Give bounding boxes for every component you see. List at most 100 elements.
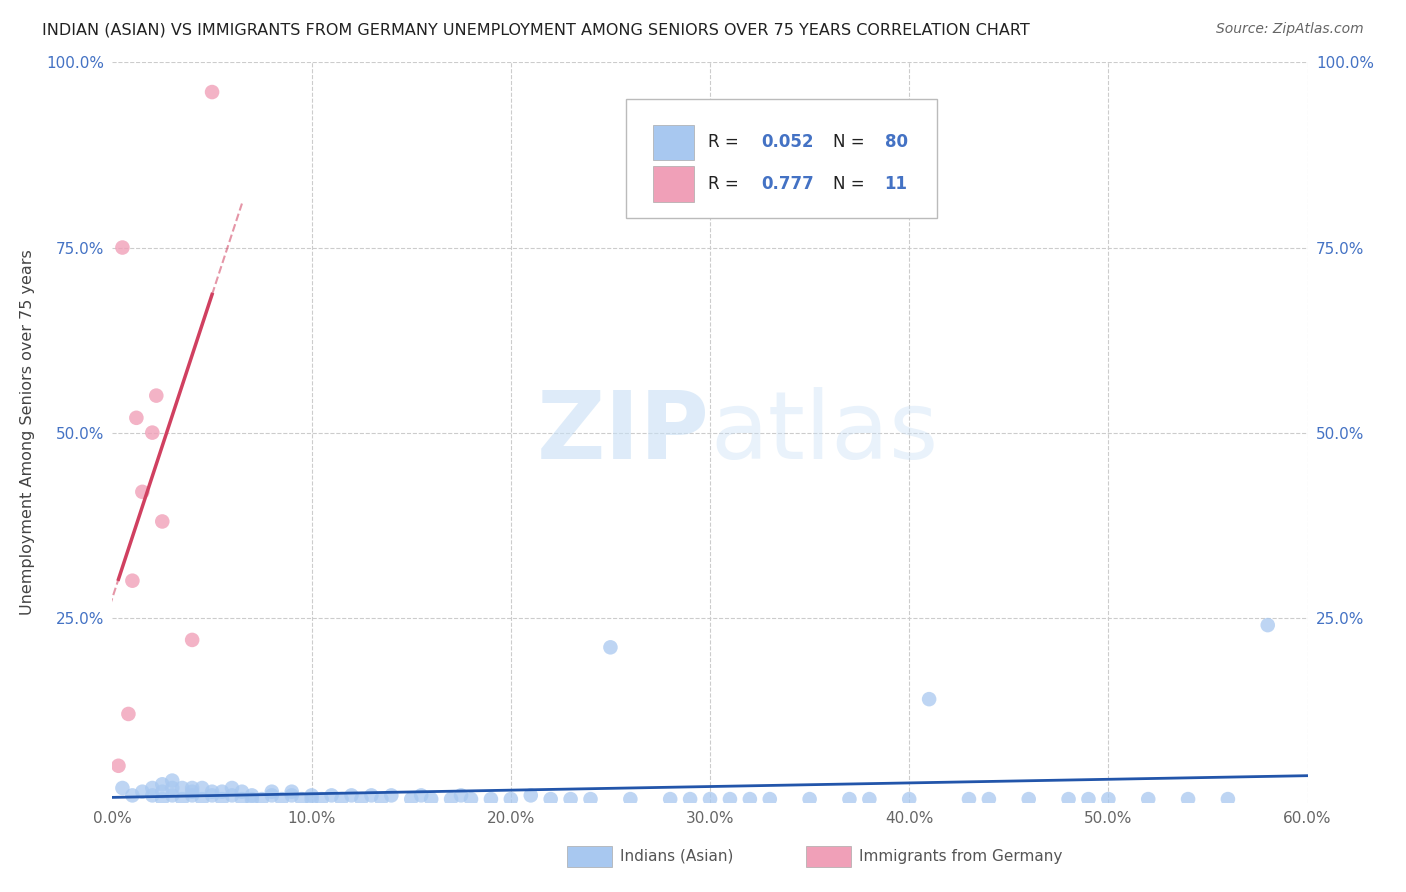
Point <box>162 780 183 795</box>
Point <box>270 792 292 806</box>
Point <box>799 792 821 806</box>
Point <box>1077 792 1099 806</box>
Text: 0.777: 0.777 <box>762 175 814 193</box>
Point <box>141 425 163 440</box>
Point <box>291 792 314 806</box>
Point <box>125 410 148 425</box>
Point <box>191 780 214 795</box>
Point <box>1177 792 1199 806</box>
Point <box>718 792 741 806</box>
Text: N =: N = <box>834 134 870 152</box>
Point <box>759 792 782 806</box>
Point <box>659 792 682 806</box>
Text: Source: ZipAtlas.com: Source: ZipAtlas.com <box>1216 22 1364 37</box>
Point <box>221 780 243 795</box>
Point <box>107 758 129 772</box>
Text: Immigrants from Germany: Immigrants from Germany <box>859 848 1063 863</box>
Point <box>145 388 167 402</box>
Point <box>172 792 194 806</box>
Point <box>281 789 304 803</box>
Text: ZIP: ZIP <box>537 386 710 479</box>
Point <box>181 780 204 795</box>
Point <box>311 792 333 806</box>
Point <box>301 789 323 803</box>
Point <box>1057 792 1080 806</box>
Point <box>250 792 273 806</box>
Point <box>181 632 204 647</box>
Point <box>162 773 183 788</box>
Point <box>479 792 502 806</box>
Point <box>340 789 363 803</box>
Point <box>520 789 543 803</box>
Point <box>599 640 621 655</box>
Text: 80: 80 <box>884 134 907 152</box>
Text: 0.052: 0.052 <box>762 134 814 152</box>
Point <box>858 792 880 806</box>
Point <box>699 792 721 806</box>
Text: atlas: atlas <box>710 386 938 479</box>
Point <box>162 789 183 803</box>
Point <box>360 789 382 803</box>
Point <box>619 792 641 806</box>
Point <box>1216 792 1239 806</box>
Point <box>111 780 134 795</box>
Point <box>231 785 253 799</box>
Point <box>420 792 443 806</box>
Point <box>260 785 283 799</box>
Point <box>579 792 602 806</box>
Point <box>380 789 402 803</box>
Point <box>172 780 194 795</box>
Point <box>679 792 702 806</box>
Point <box>150 515 173 529</box>
Point <box>201 789 224 803</box>
Point <box>1137 792 1160 806</box>
Point <box>401 792 423 806</box>
Point <box>1257 618 1279 632</box>
Point <box>260 789 283 803</box>
Point <box>131 484 153 499</box>
Point <box>330 792 353 806</box>
Point <box>121 574 143 588</box>
Point <box>231 792 253 806</box>
Point <box>1018 792 1040 806</box>
Point <box>898 792 921 806</box>
FancyBboxPatch shape <box>652 166 695 202</box>
Point <box>450 789 472 803</box>
Point <box>181 789 204 803</box>
Point <box>838 792 860 806</box>
Point <box>440 792 463 806</box>
Point <box>150 777 173 791</box>
FancyBboxPatch shape <box>652 125 695 161</box>
Point <box>240 792 263 806</box>
FancyBboxPatch shape <box>567 847 612 867</box>
Text: N =: N = <box>834 175 870 193</box>
Text: Indians (Asian): Indians (Asian) <box>620 848 734 863</box>
Point <box>499 792 522 806</box>
Point <box>240 789 263 803</box>
Point <box>281 785 304 799</box>
Point <box>350 792 373 806</box>
Point <box>1097 792 1119 806</box>
Point <box>918 692 941 706</box>
Point <box>738 792 761 806</box>
Point <box>150 785 173 799</box>
Point <box>191 792 214 806</box>
Point <box>301 792 323 806</box>
Text: 11: 11 <box>884 175 907 193</box>
Text: INDIAN (ASIAN) VS IMMIGRANTS FROM GERMANY UNEMPLOYMENT AMONG SENIORS OVER 75 YEA: INDIAN (ASIAN) VS IMMIGRANTS FROM GERMAN… <box>42 22 1031 37</box>
Point <box>117 706 139 721</box>
Point <box>150 792 173 806</box>
FancyBboxPatch shape <box>627 99 938 218</box>
Point <box>540 792 562 806</box>
Point <box>560 792 582 806</box>
Point <box>121 789 143 803</box>
Point <box>131 785 153 799</box>
Point <box>211 785 233 799</box>
Point <box>221 789 243 803</box>
Point <box>977 792 1000 806</box>
Point <box>957 792 980 806</box>
Point <box>411 789 433 803</box>
Point <box>111 240 134 255</box>
Point <box>211 792 233 806</box>
Point <box>321 789 343 803</box>
